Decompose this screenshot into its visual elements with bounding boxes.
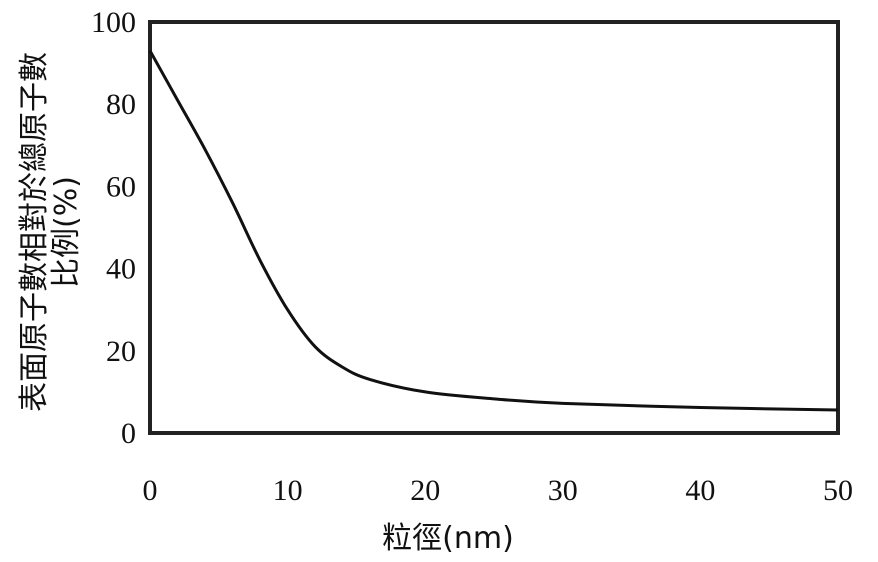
y-tick-label: 80 (106, 88, 136, 121)
x-tick-label: 20 (410, 474, 440, 507)
y-axis-label-line-1: 表面原子數相對於總原子數 (17, 52, 52, 412)
y-tick-label: 0 (121, 417, 136, 450)
y-tick-label: 100 (91, 6, 136, 39)
y-axis-label-line-2: 比例(%) (49, 176, 84, 288)
plot-frame (148, 20, 840, 435)
x-tick-label: 0 (143, 474, 158, 507)
series-line (148, 50, 839, 412)
x-tick-label: 10 (273, 474, 303, 507)
y-tick-label: 20 (106, 335, 136, 368)
x-tick-label: 40 (685, 474, 715, 507)
x-tick-label: 50 (823, 474, 853, 507)
y-tick-label: 40 (106, 253, 136, 286)
y-tick-label: 60 (106, 170, 136, 203)
x-tick-label: 30 (548, 474, 578, 507)
x-axis-label: 粒徑(nm) (382, 521, 514, 556)
